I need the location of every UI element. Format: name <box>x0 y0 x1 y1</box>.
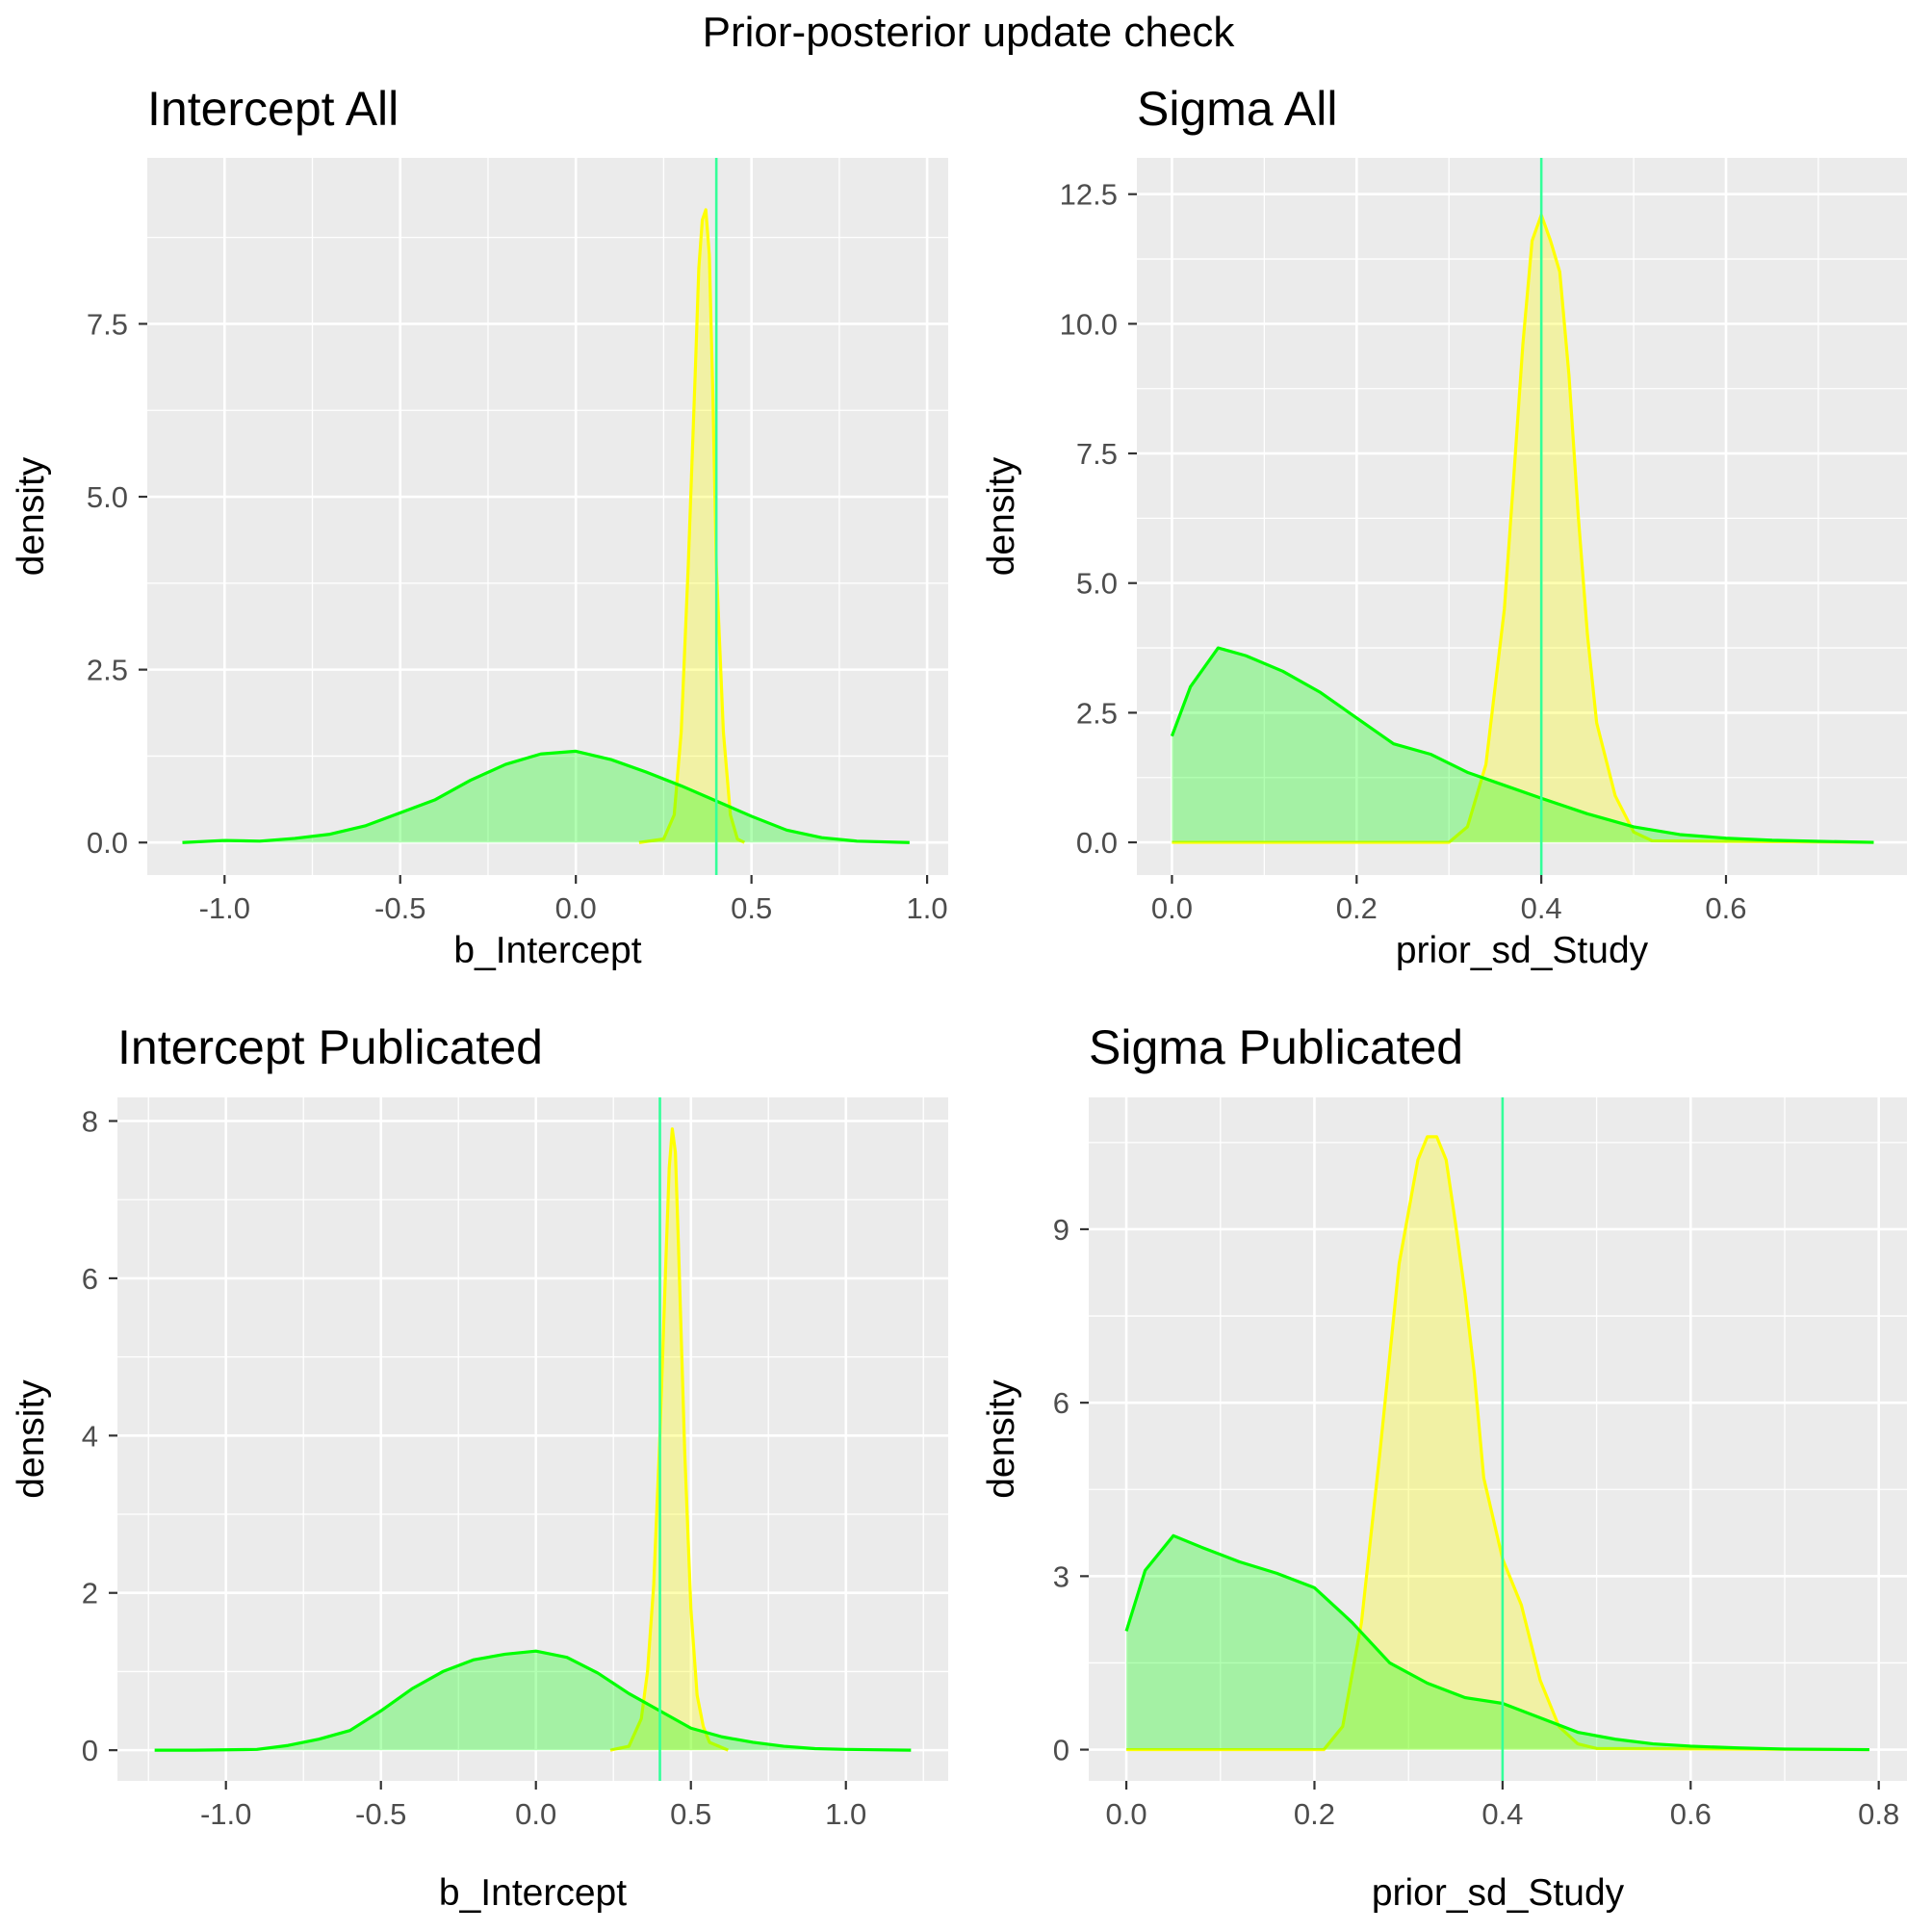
prior-density-line <box>1124 1533 1869 1752</box>
panel-title: Sigma All <box>1137 82 1337 136</box>
posterior-density-area <box>1172 215 1874 843</box>
prior-density-area <box>182 751 910 843</box>
figure-title: Prior-posterior update check <box>703 9 1236 56</box>
y-tick-label: 0 <box>1053 1734 1069 1767</box>
y-tick-label: 7.5 <box>87 307 128 341</box>
x-tick-label: 0.0 <box>1151 891 1193 925</box>
prior-density-line <box>1170 646 1874 844</box>
y-tick-label: 4 <box>82 1419 98 1453</box>
x-tick-label: 0.0 <box>1106 1797 1147 1831</box>
panel-background <box>117 1097 948 1781</box>
density-layer <box>1170 213 1874 844</box>
panel-3: 0 2 4 6 8 -1.0 -0.5 0.0 0.5 1.0 b_Intercept density… <box>11 1020 948 1914</box>
panel-title: Intercept All <box>147 82 399 136</box>
x-tick-label: 0.2 <box>1336 891 1378 925</box>
x-tick-label: -0.5 <box>355 1797 406 1831</box>
y-tick-label: 0.0 <box>1076 826 1118 860</box>
prior-density-line <box>154 1649 912 1752</box>
y-tick-label: 5.0 <box>87 480 128 514</box>
x-axis-label: prior_sd_Study <box>1372 1872 1625 1914</box>
panel-1: 0.0 2.5 5.0 7.5 -1.0 -0.5 0.0 0.5 1.0 b_Intercept… <box>11 82 948 971</box>
x-tick-label: 1.0 <box>825 1797 866 1831</box>
posterior-density-area <box>1126 1136 1869 1750</box>
x-axis-label: prior_sd_Study <box>1396 930 1649 971</box>
y-tick-label: 10.0 <box>1060 307 1118 341</box>
prior-density-area <box>1126 1535 1869 1750</box>
posterior-density-line <box>1126 1135 1869 1752</box>
panel-background <box>1089 1097 1907 1781</box>
x-tick-label: 0.8 <box>1858 1797 1899 1831</box>
y-tick-label: 7.5 <box>1076 437 1118 471</box>
y-tick-label: 2.5 <box>1076 696 1118 730</box>
prior-density-area <box>1172 648 1874 843</box>
posterior-density-line <box>638 208 746 844</box>
prior-density-line <box>182 749 910 844</box>
y-tick-label: 6 <box>82 1262 98 1296</box>
posterior-density-area <box>610 1128 729 1751</box>
y-tick-label: 3 <box>1053 1559 1069 1593</box>
y-tick-label: 0 <box>82 1734 98 1767</box>
y-tick-label: 5.0 <box>1076 567 1118 601</box>
y-tick-label: 12.5 <box>1060 178 1118 212</box>
x-tick-label: 0.4 <box>1521 891 1562 925</box>
x-tick-label: -1.0 <box>200 1797 251 1831</box>
x-axis-label: b_Intercept <box>439 1872 627 1914</box>
x-tick-label: 0.0 <box>555 891 597 925</box>
y-axis-label: density <box>981 456 1022 576</box>
panel-title: Sigma Publicated <box>1089 1020 1463 1074</box>
density-layer <box>1124 1135 1869 1752</box>
x-tick-label: 0.6 <box>1670 1797 1712 1831</box>
x-tick-label: 1.0 <box>907 891 948 925</box>
y-tick-label: 6 <box>1053 1386 1069 1420</box>
density-layer <box>154 1127 912 1752</box>
y-axis-label: density <box>981 1379 1022 1499</box>
panel-2: 0.0 2.5 5.0 7.5 10.0 12.5 0.0 0.2 0.4 0.6 prior_sd… <box>981 82 1907 971</box>
x-axis-label: b_Intercept <box>453 930 641 971</box>
panel-4: 0 3 6 9 0.0 0.2 0.4 0.6 0.8 prior_sd_Study density… <box>981 1020 1907 1914</box>
y-axis-label: density <box>11 456 52 576</box>
y-tick-label: 9 <box>1053 1213 1069 1247</box>
y-axis-label: density <box>11 1379 52 1499</box>
x-tick-label: 0.5 <box>731 891 772 925</box>
x-tick-label: -1.0 <box>199 891 250 925</box>
prior-density-area <box>154 1651 912 1751</box>
x-tick-label: 0.6 <box>1705 891 1746 925</box>
posterior-density-line <box>1172 213 1874 844</box>
density-layer <box>182 208 910 844</box>
y-tick-label: 2 <box>82 1577 98 1610</box>
y-tick-label: 0.0 <box>87 826 128 860</box>
posterior-density-area <box>638 209 745 843</box>
panel-background <box>1137 158 1907 875</box>
x-tick-label: 0.0 <box>515 1797 556 1831</box>
posterior-density-line <box>609 1127 729 1752</box>
x-tick-label: 0.2 <box>1294 1797 1335 1831</box>
y-tick-label: 8 <box>82 1105 98 1139</box>
y-tick-label: 2.5 <box>87 654 128 687</box>
x-tick-label: 0.5 <box>670 1797 711 1831</box>
x-tick-label: 0.4 <box>1481 1797 1523 1831</box>
x-tick-label: -0.5 <box>374 891 425 925</box>
panel-title: Intercept Publicated <box>117 1020 543 1074</box>
